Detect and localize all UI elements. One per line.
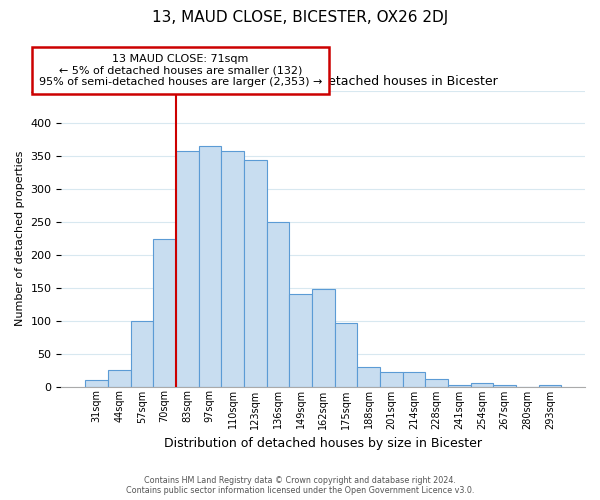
- Bar: [131, 320, 153, 386]
- Bar: [85, 380, 108, 386]
- Title: Size of property relative to detached houses in Bicester: Size of property relative to detached ho…: [149, 75, 497, 88]
- Bar: [493, 385, 516, 386]
- Bar: [403, 372, 425, 386]
- Bar: [448, 385, 470, 386]
- Bar: [199, 146, 221, 386]
- Bar: [357, 367, 380, 386]
- Bar: [380, 372, 403, 386]
- Bar: [221, 151, 244, 386]
- Bar: [176, 151, 199, 386]
- Bar: [153, 238, 176, 386]
- Bar: [289, 294, 312, 386]
- Text: 13 MAUD CLOSE: 71sqm
← 5% of detached houses are smaller (132)
95% of semi-detac: 13 MAUD CLOSE: 71sqm ← 5% of detached ho…: [39, 54, 322, 88]
- Bar: [312, 289, 335, 386]
- Text: 13, MAUD CLOSE, BICESTER, OX26 2DJ: 13, MAUD CLOSE, BICESTER, OX26 2DJ: [152, 10, 448, 25]
- X-axis label: Distribution of detached houses by size in Bicester: Distribution of detached houses by size …: [164, 437, 482, 450]
- Y-axis label: Number of detached properties: Number of detached properties: [15, 151, 25, 326]
- Bar: [425, 378, 448, 386]
- Bar: [266, 222, 289, 386]
- Text: Contains HM Land Registry data © Crown copyright and database right 2024.
Contai: Contains HM Land Registry data © Crown c…: [126, 476, 474, 495]
- Bar: [470, 383, 493, 386]
- Bar: [108, 370, 131, 386]
- Bar: [244, 160, 266, 386]
- Bar: [539, 385, 561, 386]
- Bar: [335, 322, 357, 386]
